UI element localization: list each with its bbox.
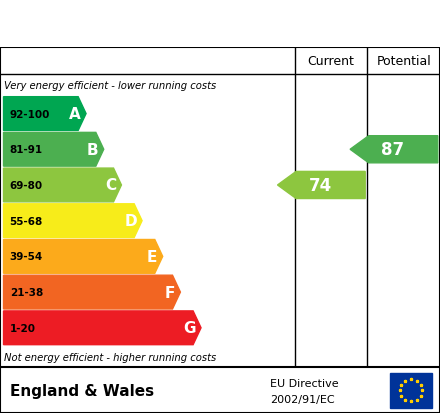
Text: Potential: Potential <box>376 55 431 68</box>
Text: Very energy efficient - lower running costs: Very energy efficient - lower running co… <box>4 81 216 90</box>
Polygon shape <box>4 169 121 202</box>
Text: Not energy efficient - higher running costs: Not energy efficient - higher running co… <box>4 352 216 362</box>
Text: F: F <box>165 285 175 300</box>
Text: EU Directive: EU Directive <box>270 378 339 389</box>
Text: D: D <box>124 214 137 229</box>
Text: C: C <box>105 178 116 193</box>
Text: Energy Efficiency Rating: Energy Efficiency Rating <box>11 14 299 34</box>
Polygon shape <box>4 133 104 167</box>
Text: B: B <box>87 142 99 157</box>
Polygon shape <box>350 136 438 164</box>
Text: 92-100: 92-100 <box>10 109 50 119</box>
Text: 55-68: 55-68 <box>10 216 43 226</box>
Text: Current: Current <box>308 55 355 68</box>
Text: G: G <box>183 320 196 335</box>
Polygon shape <box>4 275 180 309</box>
Text: 39-54: 39-54 <box>10 252 43 262</box>
Text: 69-80: 69-80 <box>10 180 43 190</box>
Text: 21-38: 21-38 <box>10 287 43 297</box>
Polygon shape <box>4 311 201 345</box>
Text: England & Wales: England & Wales <box>10 383 154 398</box>
Text: 2002/91/EC: 2002/91/EC <box>270 394 335 404</box>
Text: 81-91: 81-91 <box>10 145 43 155</box>
Text: 1-20: 1-20 <box>10 323 36 333</box>
Polygon shape <box>4 204 142 238</box>
Polygon shape <box>4 240 163 273</box>
Text: A: A <box>69 107 81 122</box>
Text: 74: 74 <box>309 176 332 195</box>
Text: E: E <box>147 249 158 264</box>
Text: 87: 87 <box>381 141 404 159</box>
Polygon shape <box>4 97 86 131</box>
Polygon shape <box>278 172 365 199</box>
Bar <box>390 373 432 408</box>
